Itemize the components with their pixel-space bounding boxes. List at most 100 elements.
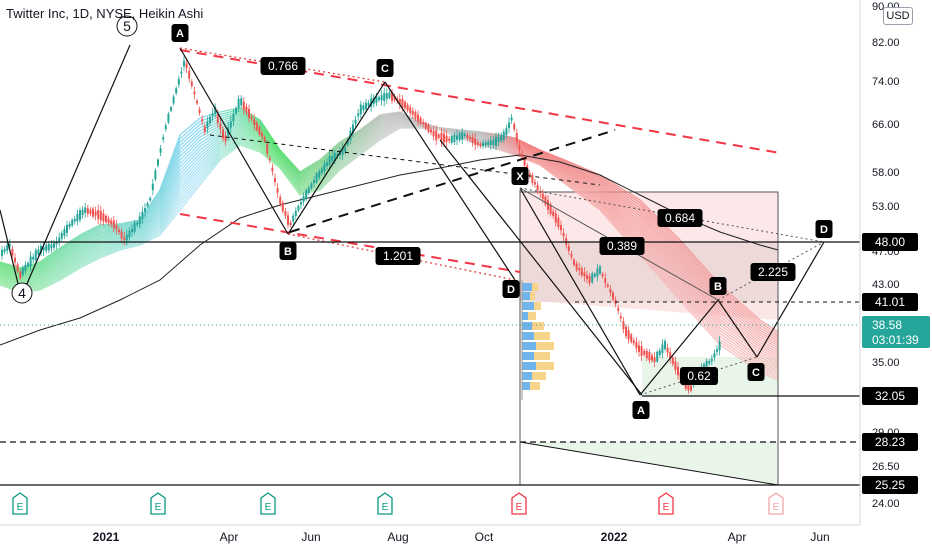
wave-circle-5 [116, 15, 138, 37]
candle-body [32, 256, 35, 260]
candle-body [466, 135, 469, 139]
candle-body [281, 202, 284, 212]
earnings-marker[interactable] [260, 492, 276, 515]
candle-body [534, 182, 536, 185]
candle-body [133, 222, 136, 232]
candle-body [123, 237, 126, 241]
earnings-marker[interactable] [768, 492, 784, 515]
candle-body [619, 316, 622, 319]
harmonic2-xd[interactable] [519, 187, 825, 243]
candle-body [201, 119, 204, 122]
earnings-marker[interactable] [150, 492, 166, 515]
ratio-label-5: 2.225 [758, 265, 788, 279]
candle-body [492, 139, 495, 146]
trend-dashed-2[interactable] [289, 129, 616, 233]
earnings-marker-label: E [516, 502, 523, 513]
volume-bar-yellow [530, 382, 540, 390]
candle-body [406, 104, 409, 111]
harmonic2-point-b-bg [709, 277, 727, 295]
candle-body [66, 224, 68, 234]
lower-diag-line[interactable] [519, 441, 779, 486]
candle-body [479, 143, 482, 147]
candle-body [617, 308, 620, 311]
harmonic2-cd[interactable] [756, 241, 825, 358]
ribbon-line [0, 123, 779, 370]
candle-body [102, 213, 105, 222]
drawings[interactable] [0, 44, 825, 486]
candle-body [508, 122, 510, 129]
candle-body [658, 350, 661, 356]
candle-body [419, 117, 422, 124]
harmonic2-bc[interactable] [717, 299, 758, 358]
candle-body [557, 217, 560, 227]
candle-body [612, 292, 614, 300]
currency-button[interactable]: USD [883, 7, 913, 25]
ribbon-line [0, 122, 779, 367]
candle-body [586, 275, 588, 279]
candle-body [424, 122, 427, 129]
price-axis[interactable]: 90.0082.0074.0066.0058.0053.0047.0043.00… [859, 0, 930, 525]
candle-body [146, 203, 149, 207]
wave-line-up[interactable] [19, 44, 131, 301]
candle-body [63, 229, 66, 236]
earnings-marker-label: E [265, 502, 272, 513]
ribbon-line [0, 127, 779, 381]
candle-body [323, 163, 326, 172]
candle-body [287, 215, 289, 225]
volume-bar-blue [522, 342, 536, 350]
candle-body [326, 162, 328, 166]
candle-body [383, 92, 386, 101]
harmonic1-ab[interactable] [179, 47, 289, 235]
horizontal-levels[interactable] [0, 241, 860, 486]
harmonic2-xa[interactable] [519, 187, 641, 396]
candle-body [292, 215, 295, 222]
harmonic1-cd[interactable] [384, 81, 516, 281]
candle-body [263, 137, 266, 142]
candle-body [388, 92, 391, 98]
candle-body [422, 122, 425, 125]
harmonic2-ab[interactable] [639, 299, 719, 396]
candle-body [463, 134, 466, 137]
candle-body [313, 180, 315, 184]
harmonic2-point-b: B [714, 281, 722, 293]
diag-line[interactable] [439, 139, 643, 396]
candle-body [118, 229, 120, 233]
trend-dashed-1[interactable] [209, 134, 601, 186]
candle-body [6, 245, 9, 251]
earnings-marker[interactable] [658, 492, 674, 515]
candle-body [289, 222, 292, 226]
earnings-marker[interactable] [377, 492, 393, 515]
candle-body [521, 153, 523, 157]
candle-body [310, 183, 313, 189]
y-tick-label: 26.50 [872, 461, 900, 473]
candle-body [1, 250, 3, 256]
candle-body [177, 78, 180, 85]
x-tick-label: 2022 [601, 530, 628, 544]
earnings-marker[interactable] [12, 492, 28, 515]
harmonic1-point-a-bg [171, 24, 189, 42]
candle-body [206, 122, 209, 129]
candle-body [19, 271, 22, 278]
candle-body [469, 137, 471, 140]
volume-bar-blue [522, 372, 532, 380]
candle-body [8, 243, 11, 247]
candle-body [687, 384, 690, 391]
candle-body [515, 133, 518, 142]
candle-body [14, 257, 16, 263]
earnings-marker[interactable] [511, 492, 527, 515]
candle-body [716, 349, 718, 352]
harmonic1-bc[interactable] [287, 81, 386, 235]
candle-body [250, 116, 253, 119]
candle-body [27, 262, 29, 267]
harmonic2-point-c: C [752, 367, 760, 379]
candle-body [170, 107, 172, 111]
candle-body [476, 142, 479, 145]
time-axis[interactable]: 2021 Apr Jun Aug Oct 2022 Apr Jun [0, 524, 860, 544]
channel-lower-line[interactable] [179, 213, 521, 273]
wave-label-4: 4 [18, 285, 26, 301]
volume-bar-yellow [532, 372, 546, 380]
candle-body [149, 197, 152, 201]
candle-body [708, 361, 711, 364]
